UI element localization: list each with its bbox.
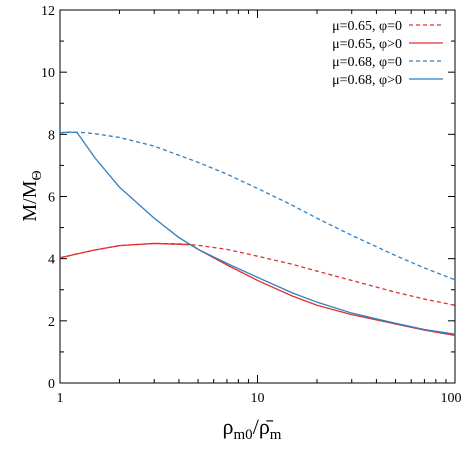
x-axis-label-denominator-sub: m xyxy=(270,427,282,443)
legend-label: μ=0.65, φ=0 xyxy=(332,19,402,34)
x-axis-label: ρm0/ρ̄m xyxy=(223,414,282,443)
x-axis-label-slash: / xyxy=(253,414,260,439)
x-axis-label-sub: m0 xyxy=(234,427,253,443)
y-tick-label: 10 xyxy=(41,66,55,81)
legend-label: μ=0.68, φ>0 xyxy=(332,73,402,88)
y-tick-label: 2 xyxy=(48,315,55,330)
y-tick-label: 12 xyxy=(41,4,55,19)
y-tick-label: 6 xyxy=(48,191,55,206)
x-tick-label: 10 xyxy=(251,391,265,406)
series-line-4 xyxy=(59,131,456,335)
y-axis-label-sub: Θ xyxy=(30,170,45,180)
tick-labels: 0 2 4 6 8 10 12 1 10 100 xyxy=(41,4,462,406)
y-tick-label: 4 xyxy=(48,253,55,268)
x-tick-label: 100 xyxy=(441,391,462,406)
legend-label: μ=0.65, φ>0 xyxy=(332,37,402,52)
series-line-2 xyxy=(59,242,456,337)
y-axis-label: M/MΘ xyxy=(19,170,45,221)
x-axis-label-main: ρ xyxy=(223,414,234,439)
x-tick-label: 1 xyxy=(57,391,64,406)
series-layer xyxy=(59,131,456,337)
axis-ticks xyxy=(59,9,456,384)
legend: μ=0.65, φ=0 μ=0.65, φ>0 μ=0.68, φ=0 μ=0.68,… xyxy=(332,19,443,88)
legend-label: μ=0.68, φ=0 xyxy=(332,55,402,70)
series-line-3 xyxy=(59,131,456,281)
series-line-1 xyxy=(59,242,456,306)
y-tick-label: 8 xyxy=(48,128,55,143)
y-axis-label-main: M/M xyxy=(19,180,41,221)
y-tick-label: 0 xyxy=(48,377,55,392)
